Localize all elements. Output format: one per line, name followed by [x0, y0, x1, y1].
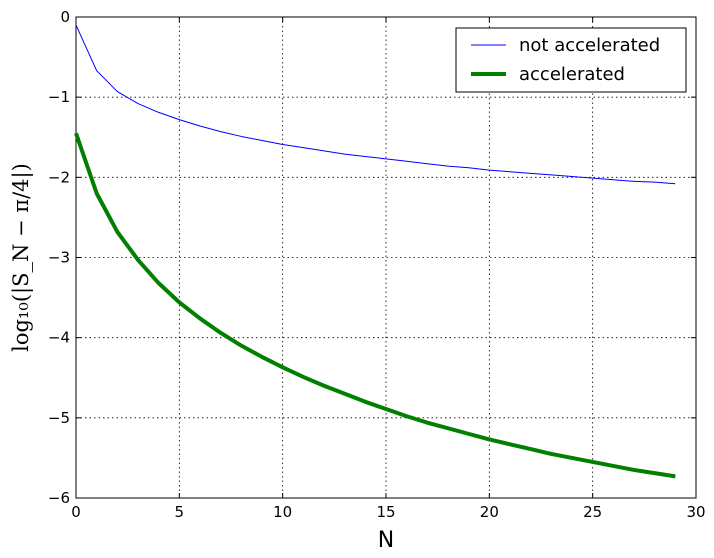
x-axis-label: N	[378, 528, 394, 553]
grid-lines	[76, 17, 696, 498]
x-tick-label: 0	[71, 503, 81, 521]
x-tick-label: 20	[480, 503, 499, 521]
x-tick-label: 15	[376, 503, 395, 521]
y-tick-label: −1	[48, 88, 70, 106]
y-axis-label: log₁₀(|S_N − π/4|)	[9, 163, 34, 352]
legend-entry-label: accelerated	[519, 64, 625, 85]
legend-box	[455, 27, 687, 93]
series-line-accelerated	[74, 132, 676, 479]
legend: not accelerated accelerated	[455, 27, 687, 93]
y-tick-label: −2	[48, 168, 70, 186]
y-tick-label: −5	[48, 409, 70, 427]
x-tick-label: 10	[273, 503, 292, 521]
series-line-not-accelerated	[75, 24, 676, 185]
x-tick-label: 5	[175, 503, 185, 521]
y-tick-label: −6	[48, 489, 70, 507]
legend-entry-label: not accelerated	[519, 35, 660, 56]
y-tick-label: −4	[48, 329, 70, 347]
x-tick-label: 25	[583, 503, 602, 521]
data-series	[74, 24, 676, 479]
y-tick-label: −3	[48, 249, 70, 267]
x-tick-label: 30	[686, 503, 705, 521]
y-tick-label: 0	[60, 8, 70, 26]
axis-ticks: 0 5 10 15 20 25 30 0 −1 −2 −3 −4 −5 −6	[48, 8, 706, 521]
